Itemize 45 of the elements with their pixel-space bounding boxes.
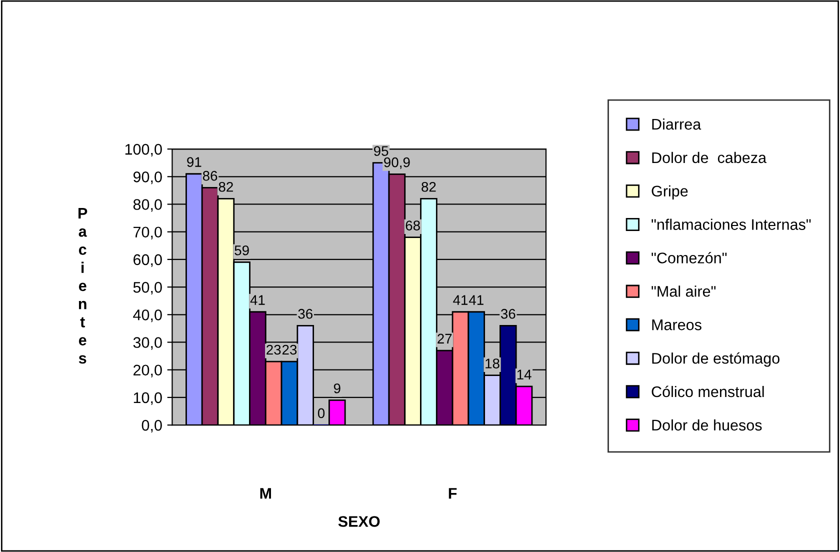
x-axis-title: SEXO <box>338 516 380 527</box>
legend-label: "nflamaciones Internas" <box>652 218 811 230</box>
x-tick-label: M <box>260 488 271 499</box>
data-label: 95 <box>374 146 388 156</box>
data-label: 59 <box>234 245 249 256</box>
legend-label: Diarrea <box>652 118 702 130</box>
data-label: 36 <box>500 308 516 319</box>
x-tick-label: F <box>448 488 457 499</box>
y-tick-label: 50,0 <box>133 282 162 295</box>
text: Pacientes <box>78 208 88 364</box>
y-tick-label: 80,0 <box>133 199 162 212</box>
data-label: 14 <box>517 370 532 380</box>
data-label: 23 <box>266 344 281 355</box>
data-label: 27 <box>438 334 452 344</box>
data-label: 82 <box>422 182 436 192</box>
legend-label: Mareos <box>652 320 702 330</box>
legend-label: "Comezón" <box>652 252 727 264</box>
data-label: 41 <box>250 295 265 305</box>
data-label: 23 <box>282 344 297 355</box>
y-tick-label: 100,0 <box>125 144 162 157</box>
legend-label: Dolor de huesos <box>652 419 762 431</box>
data-label: 90,9 <box>384 157 410 169</box>
y-tick-label: 90,0 <box>133 172 162 184</box>
data-label: 0 <box>318 408 325 418</box>
legend-label: Dolor de estómago <box>652 352 780 367</box>
legend-label: Cólico menstrual <box>652 386 764 398</box>
data-label: 91 <box>187 157 202 167</box>
y-tick-label: 60,0 <box>134 254 162 267</box>
y-tick-label: 70,0 <box>134 226 162 240</box>
data-label: 86 <box>202 170 218 181</box>
legend-label: Dolor de cabeza <box>652 152 767 164</box>
data-label: 18 <box>486 358 500 368</box>
y-tick-label: 0,0 <box>142 420 162 433</box>
data-label: 82 <box>218 182 233 192</box>
legend-label: Gripe <box>652 185 688 200</box>
y-tick-label: 10,0 <box>134 392 162 405</box>
y-tick-label: 30,0 <box>133 337 162 350</box>
data-label: 41 <box>453 295 468 305</box>
y-tick-label: 20,0 <box>134 364 162 378</box>
data-label: 41 <box>468 295 484 305</box>
data-label: 9 <box>334 383 340 394</box>
y-tick-label: 40,0 <box>133 310 162 322</box>
legend-label: "Mal aire" <box>652 286 716 297</box>
data-label: 36 <box>298 308 312 319</box>
data-label: 68 <box>406 220 420 230</box>
